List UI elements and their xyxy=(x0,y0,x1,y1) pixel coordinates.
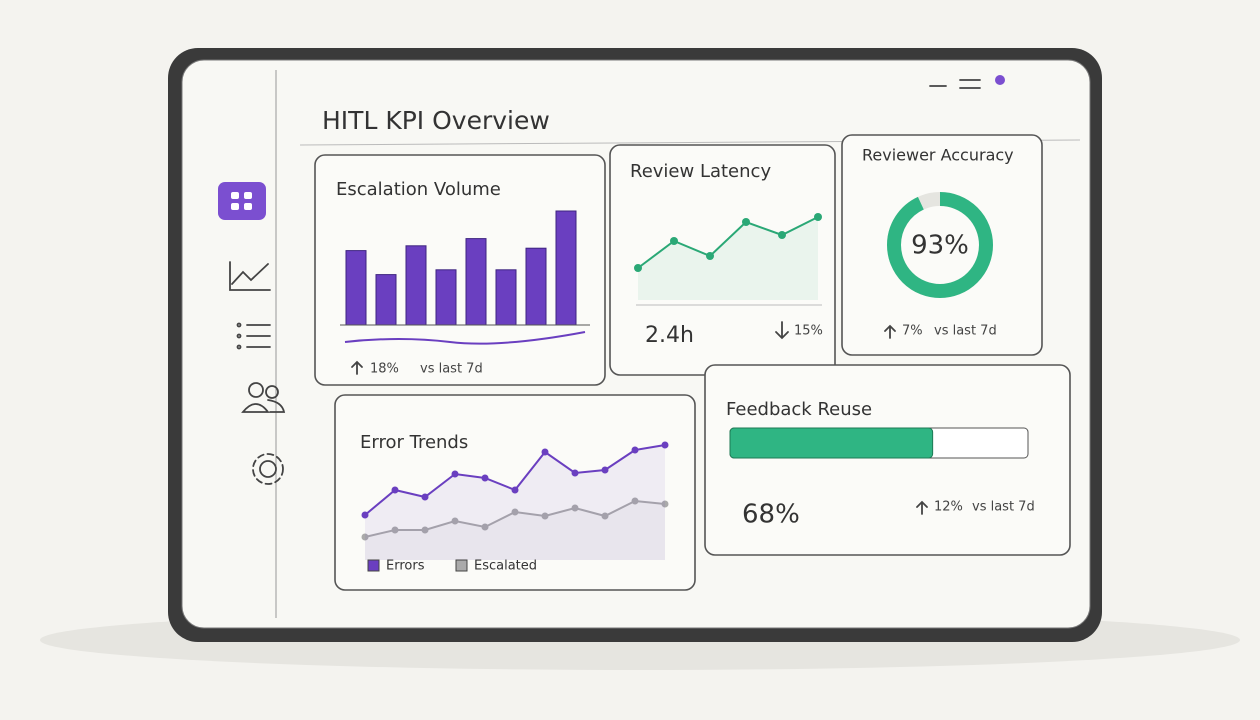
arrow-up xyxy=(884,324,896,339)
latency-point xyxy=(634,264,642,272)
card-title: Escalation Volume xyxy=(336,179,501,200)
arrow-down xyxy=(775,321,789,340)
card-title: Feedback Reuse xyxy=(726,399,872,420)
window-controls[interactable] xyxy=(929,79,981,89)
series-point xyxy=(421,493,429,501)
series-point xyxy=(451,517,459,525)
series-point xyxy=(661,500,669,508)
latency-point xyxy=(814,213,822,221)
legend-swatch xyxy=(367,559,380,572)
series-point xyxy=(421,526,429,534)
legend-label: Errors xyxy=(386,559,425,574)
card-accuracy xyxy=(841,134,1043,356)
card-title: Review Latency xyxy=(630,161,771,182)
donut-arc xyxy=(887,192,993,298)
card-title: Error Trends xyxy=(360,432,468,453)
latency-point xyxy=(742,218,750,226)
series-point xyxy=(511,508,519,516)
nav-users[interactable] xyxy=(241,382,286,413)
latency-point xyxy=(778,231,786,239)
series-point xyxy=(481,523,489,531)
legend-swatch xyxy=(455,559,468,572)
progress-fill xyxy=(729,427,934,459)
kpi-value: 2.4h xyxy=(645,323,694,348)
series-point xyxy=(391,486,399,494)
comparison: vs last 7d xyxy=(420,362,483,377)
series-point xyxy=(631,446,639,454)
comparison: vs last 7d xyxy=(972,500,1035,515)
bar xyxy=(495,269,517,326)
latency-area xyxy=(638,217,818,300)
page-title: HITL KPI Overview xyxy=(322,106,550,135)
series-point xyxy=(451,470,459,478)
bar xyxy=(345,250,367,326)
series-point xyxy=(571,469,579,477)
latency-point xyxy=(670,237,678,245)
series-area xyxy=(365,501,665,560)
bar xyxy=(405,245,427,326)
arrow-up xyxy=(351,360,363,375)
legend-label: Escalated xyxy=(474,559,537,574)
series-point xyxy=(391,526,399,534)
change: 7% xyxy=(902,324,923,339)
bar xyxy=(435,269,457,326)
latency-point xyxy=(706,252,714,260)
nav-analytics[interactable] xyxy=(229,261,271,291)
series-point xyxy=(541,512,549,520)
kpi-value: 68% xyxy=(742,500,800,530)
card-feedback xyxy=(704,364,1071,556)
series-point xyxy=(631,497,639,505)
nav-list[interactable] xyxy=(236,322,271,350)
change: 18% xyxy=(370,362,399,377)
bar xyxy=(375,274,397,326)
change: 15% xyxy=(794,324,823,339)
bar xyxy=(555,210,577,326)
card-escalation xyxy=(314,154,606,386)
series-point xyxy=(541,448,549,456)
window-dot[interactable] xyxy=(995,75,1005,85)
bar xyxy=(525,247,547,326)
series-point xyxy=(361,511,369,519)
wave xyxy=(344,331,586,345)
series-point xyxy=(481,474,489,482)
nav-dashboard-icon xyxy=(231,192,252,210)
series-point xyxy=(601,466,609,474)
kpi-value: 93% xyxy=(911,231,969,261)
series-point xyxy=(571,504,579,512)
card-title: Reviewer Accuracy xyxy=(862,146,1014,165)
comparison: vs last 7d xyxy=(934,324,997,339)
series-point xyxy=(601,512,609,520)
series-point xyxy=(511,486,519,494)
bar xyxy=(465,238,487,326)
nav-dashboard[interactable] xyxy=(218,182,266,220)
arrow-up xyxy=(916,500,928,515)
latency-line xyxy=(637,216,819,269)
series-area xyxy=(365,445,665,560)
series-point xyxy=(661,441,669,449)
series-point xyxy=(361,533,369,541)
change: 12% xyxy=(934,500,963,515)
nav-settings[interactable] xyxy=(252,453,284,485)
